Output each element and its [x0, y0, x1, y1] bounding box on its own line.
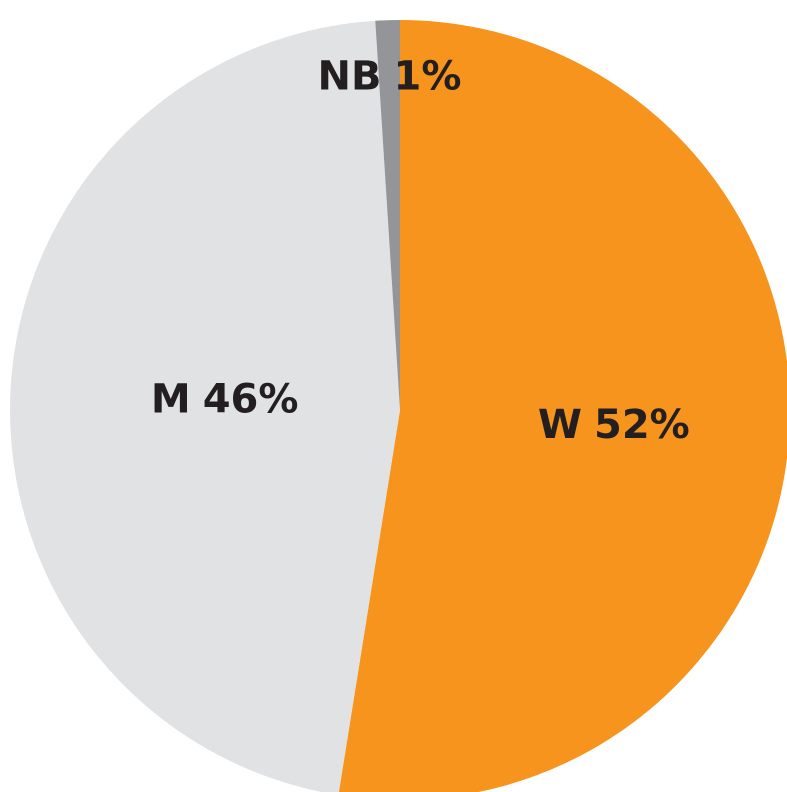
pie-slice — [10, 20, 400, 792]
slice-category: M — [151, 377, 191, 423]
slice-label: M 46% — [151, 377, 299, 423]
slice-category: NB — [318, 54, 382, 100]
slice-value-label: 52% — [594, 402, 690, 448]
slice-value-label: 1% — [394, 54, 462, 100]
slice-value-label: 46% — [203, 377, 299, 423]
slice-label: NB 1% — [318, 54, 462, 100]
slice-category: W — [538, 402, 582, 448]
pie-slice — [375, 20, 400, 410]
pie-slice — [338, 20, 787, 792]
slice-label: W 52% — [538, 402, 690, 448]
